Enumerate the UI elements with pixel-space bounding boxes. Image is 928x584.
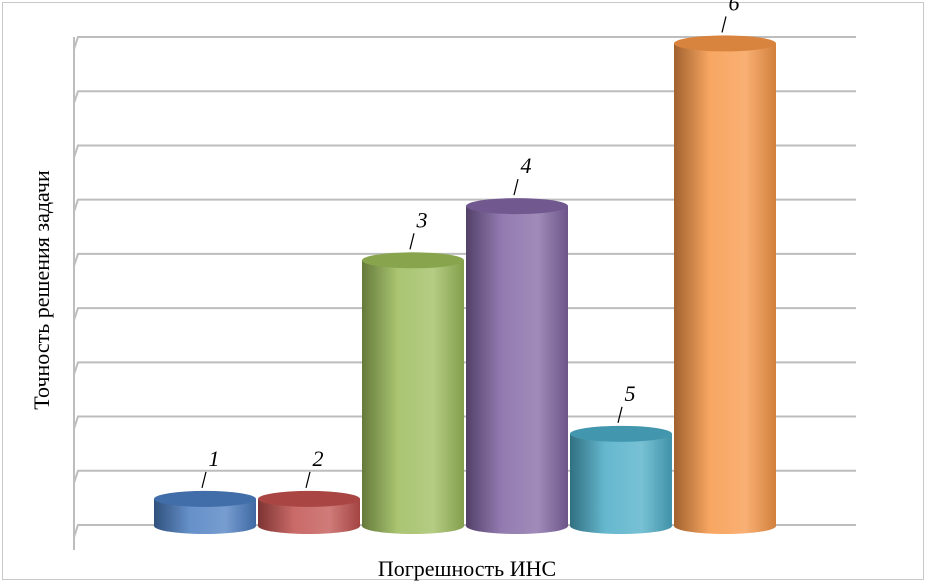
bar-body xyxy=(570,433,672,534)
gridline xyxy=(73,415,856,429)
data-label-5: 5 xyxy=(625,381,636,406)
data-label-2: 2 xyxy=(313,446,324,471)
bar-body xyxy=(466,206,568,535)
gridline xyxy=(73,90,856,104)
data-label-leader xyxy=(305,471,311,489)
y-axis-label: Точность решения задачи xyxy=(29,170,54,410)
x-axis-label: Погрешность ИНС xyxy=(378,556,556,581)
data-label-3: 3 xyxy=(416,207,428,232)
gridline xyxy=(73,36,856,50)
gridline xyxy=(73,252,856,267)
bar-4 xyxy=(466,198,568,535)
bar-1 xyxy=(154,490,256,534)
bars xyxy=(154,35,776,535)
bar-top xyxy=(466,198,568,215)
gridline xyxy=(73,361,856,375)
bar-3 xyxy=(362,252,464,534)
bar-body xyxy=(154,498,256,534)
gridline xyxy=(73,307,856,321)
data-label-leader xyxy=(721,16,727,33)
data-label-leader xyxy=(409,233,415,250)
data-label-leader xyxy=(201,471,207,489)
bar-6 xyxy=(674,35,776,535)
data-label-6: 6 xyxy=(729,0,740,15)
bar-body xyxy=(362,260,464,534)
data-label-4: 4 xyxy=(521,153,532,178)
bar-top xyxy=(258,490,360,507)
bar-body xyxy=(258,498,360,534)
gridline xyxy=(73,144,856,158)
bar-top xyxy=(674,35,776,52)
bar-top xyxy=(154,490,256,507)
data-label-1: 1 xyxy=(209,446,220,471)
gridline xyxy=(73,198,856,212)
bar-2 xyxy=(258,490,360,534)
bar-5 xyxy=(570,425,672,534)
bar-body xyxy=(674,43,776,535)
data-label-leader xyxy=(513,178,519,196)
bar-top xyxy=(362,252,464,269)
data-label-leader xyxy=(617,406,623,423)
gridlines xyxy=(73,36,856,550)
data-labels: 1 2 3 4 5 6 xyxy=(201,0,740,489)
bar-top xyxy=(570,425,672,442)
